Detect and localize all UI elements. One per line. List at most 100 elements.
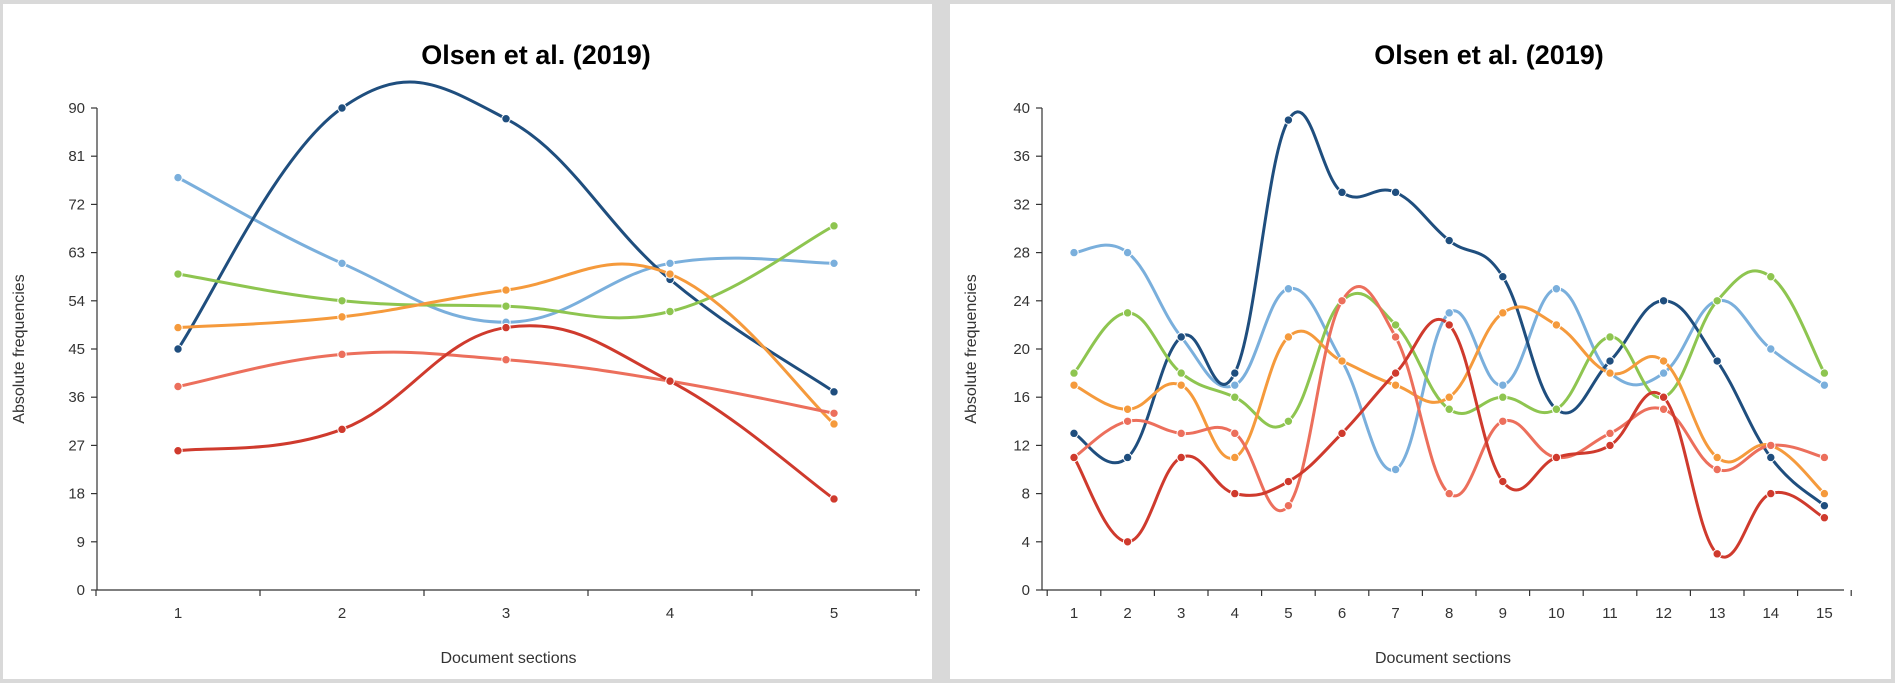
data-point — [1069, 247, 1079, 258]
y-tick-label: 16 — [1013, 389, 1030, 406]
data-point — [1444, 488, 1454, 499]
data-point — [1766, 488, 1776, 499]
data-point — [1176, 452, 1186, 463]
line-chart-sections-15: Olsen et al. (2019) Absolute frequencies… — [963, 40, 1852, 667]
y-tick-label: 4 — [1022, 534, 1030, 551]
data-point — [1658, 404, 1669, 414]
y-tick-label: 45 — [68, 341, 85, 358]
data-point — [173, 344, 183, 354]
data-point — [1444, 320, 1454, 330]
y-tick-label: 20 — [1013, 341, 1030, 358]
data-point — [1766, 272, 1776, 282]
data-point — [173, 446, 183, 456]
data-point — [1122, 308, 1133, 318]
data-point — [1390, 464, 1401, 475]
data-point — [1498, 392, 1508, 402]
y-tick-label: 12 — [1013, 437, 1030, 454]
x-tick-label: 13 — [1709, 605, 1726, 622]
series-line-5 — [1073, 285, 1825, 513]
y-tick-label: 32 — [1013, 196, 1030, 213]
data-point — [1069, 452, 1079, 463]
y-tick-label: 8 — [1022, 486, 1030, 503]
data-point — [829, 494, 839, 504]
data-point — [665, 376, 675, 386]
data-point — [1712, 356, 1722, 366]
data-point — [1819, 452, 1830, 463]
x-tick-label: 3 — [1177, 605, 1185, 622]
y-tick-label: 0 — [77, 582, 85, 599]
data-point — [1819, 368, 1830, 378]
data-point — [337, 312, 347, 322]
data-point — [1230, 368, 1240, 378]
chart-title: Olsen et al. (2019) — [421, 40, 651, 70]
data-point — [1819, 488, 1830, 499]
series-line-4 — [177, 262, 836, 426]
data-point — [1444, 404, 1454, 414]
series-line-1 — [1073, 243, 1826, 472]
data-point — [1551, 320, 1562, 330]
x-tick-label: 1 — [174, 605, 182, 622]
y-tick-label: 27 — [68, 437, 85, 454]
data-point — [829, 408, 839, 418]
data-point — [501, 301, 511, 311]
data-point — [1283, 416, 1294, 426]
data-point — [1498, 380, 1508, 390]
data-point — [173, 269, 183, 279]
x-tick-label: 10 — [1548, 605, 1565, 622]
y-tick-label: 63 — [68, 245, 85, 262]
data-point — [829, 258, 839, 269]
data-point — [1283, 115, 1294, 125]
x-tick-label: 9 — [1499, 605, 1507, 622]
data-point — [337, 349, 347, 360]
data-point — [501, 355, 511, 365]
data-point — [1283, 284, 1294, 294]
y-tick-label: 28 — [1013, 245, 1030, 262]
data-point — [1551, 452, 1562, 463]
data-point — [1283, 332, 1294, 342]
series-line-1 — [177, 176, 835, 324]
data-point — [1605, 428, 1615, 439]
data-point — [1658, 392, 1669, 402]
data-point — [337, 296, 347, 306]
data-point — [1069, 380, 1079, 390]
data-point — [173, 172, 183, 183]
y-tick-label: 54 — [68, 293, 85, 310]
data-point — [1176, 332, 1186, 342]
y-tick-label: 36 — [68, 389, 85, 406]
data-point — [1122, 247, 1133, 258]
data-point — [1712, 464, 1722, 475]
data-point — [1176, 380, 1186, 390]
data-point — [1766, 452, 1776, 463]
data-point — [1605, 356, 1615, 366]
x-tick-label: 11 — [1602, 605, 1618, 622]
y-tick-label: 90 — [68, 100, 85, 117]
series-line-6 — [177, 324, 835, 501]
data-point — [1390, 187, 1401, 198]
data-point — [1712, 549, 1722, 559]
x-tick-label: 12 — [1655, 605, 1672, 622]
data-point — [1712, 296, 1722, 306]
series-line-6 — [1072, 317, 1826, 559]
data-point — [829, 221, 839, 231]
data-point — [1444, 308, 1454, 318]
data-point — [1069, 428, 1079, 439]
data-point — [1230, 488, 1240, 499]
data-point — [1390, 320, 1401, 330]
data-point — [1122, 452, 1133, 463]
data-point — [337, 103, 347, 113]
x-axis-label: Document sections — [1375, 650, 1511, 667]
x-axis-label: Document sections — [440, 650, 576, 667]
data-point — [1122, 404, 1133, 414]
data-point — [1230, 392, 1240, 402]
data-point — [1122, 416, 1133, 426]
data-point — [173, 381, 183, 392]
chart-title: Olsen et al. (2019) — [1374, 40, 1604, 70]
data-point — [665, 306, 675, 317]
data-point — [1337, 296, 1347, 306]
data-point — [1176, 428, 1186, 439]
data-point — [1390, 332, 1401, 342]
data-point — [1230, 380, 1240, 390]
data-point — [1444, 392, 1454, 402]
y-tick-label: 0 — [1022, 582, 1030, 599]
data-point — [501, 322, 511, 333]
